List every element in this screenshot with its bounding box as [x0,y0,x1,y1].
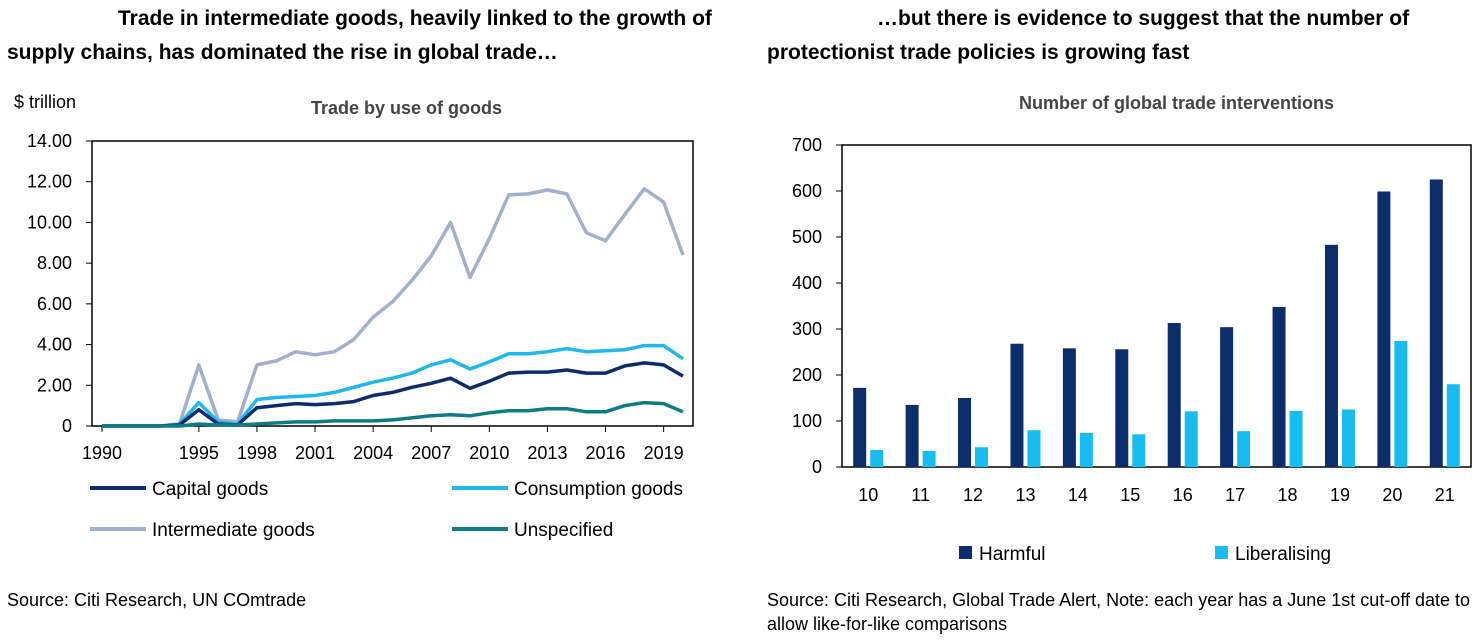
left-heading-line1: Trade in intermediate goods, heavily lin… [118,7,712,30]
bar-liberalising [1289,410,1303,467]
x-tick-label: 2019 [644,443,684,463]
bar-y-tick-label: 300 [792,319,822,339]
legend-label-consumption-goods: Consumption goods [514,479,683,500]
left-heading-line2: supply chains, has dominated the rise in… [7,41,558,64]
y-tick-label: 2.00 [37,375,72,395]
bar-chart-frame [841,144,1472,468]
legend-label-capital-goods: Capital goods [152,479,268,500]
bar-y-tick-label: 400 [792,273,822,293]
bar-x-tick-label: 19 [1330,485,1350,505]
series-line-unspecified [102,400,684,428]
x-tick-label: 1998 [237,443,277,463]
bar-x-tick-label: 12 [963,485,983,505]
legend-swatch-harmful [959,546,972,559]
legend-label-intermediate-goods: Intermediate goods [152,520,315,541]
x-tick-label: 1990 [82,443,122,463]
bar-harmful [958,398,972,467]
bar-liberalising [1394,340,1408,467]
line-chart-title: Trade by use of goods [311,98,503,118]
x-tick-label: 2004 [353,443,393,463]
bar-x-tick-label: 16 [1173,485,1193,505]
x-tick-label: 2013 [527,443,567,463]
y-tick-label: 12.00 [27,172,72,192]
bar-y-tick-label: 100 [792,411,822,431]
legend-swatch-liberalising [1215,546,1228,559]
y-tick-label: 14.00 [27,131,72,151]
series-line-intermediate-goods [102,187,685,428]
bar-x-tick-label: 17 [1225,485,1245,505]
bar-harmful [1429,179,1443,467]
bar-harmful [905,404,919,467]
bar-harmful [1220,327,1234,467]
y-axis-unit-label: $ trillion [14,92,77,112]
bar-x-tick-label: 10 [858,485,878,505]
bar-y-tick-label: 0 [812,457,822,477]
bar-liberalising [870,449,884,467]
bar-liberalising [975,447,989,467]
line-chart-frame [91,140,694,427]
series-line-capital-goods [102,361,684,428]
y-tick-label: 8.00 [37,253,72,273]
x-tick-label: 2016 [586,443,626,463]
bar-harmful [1062,348,1076,467]
legend-label-unspecified: Unspecified [514,520,613,541]
series-line-consumption-goods [102,343,684,428]
y-tick-label: 0 [62,416,72,436]
bar-liberalising [1184,411,1198,467]
bar-x-tick-label: 18 [1278,485,1298,505]
bar-harmful [1010,343,1024,467]
bar-harmful [1115,349,1129,467]
right-heading-line2: protectionist trade policies is growing … [767,41,1190,64]
bar-y-tick-label: 600 [792,181,822,201]
bar-harmful [1324,244,1338,467]
y-tick-label: 4.00 [37,335,72,355]
x-tick-label: 2007 [411,443,451,463]
bar-liberalising [1237,431,1251,467]
legend-label-liberalising: Liberalising [1235,544,1331,565]
bar-x-tick-label: 14 [1068,485,1088,505]
bar-y-tick-label: 200 [792,365,822,385]
bar-harmful [853,387,867,467]
bar-y-tick-label: 500 [792,227,822,247]
legend-label-harmful: Harmful [979,544,1046,565]
bar-x-tick-label: 20 [1382,485,1402,505]
x-tick-label: 2010 [469,443,509,463]
bar-x-tick-label: 11 [911,485,930,505]
bar-x-tick-label: 21 [1435,485,1455,505]
bar-harmful [1377,191,1391,467]
y-tick-label: 6.00 [37,294,72,314]
right-source-note: Source: Citi Research, Global Trade Aler… [767,590,1471,634]
left-source-note: Source: Citi Research, UN COmtrade [7,590,307,610]
x-tick-label: 1995 [179,443,219,463]
y-tick-label: 10.00 [27,212,72,232]
x-tick-label: 2001 [295,443,335,463]
bar-liberalising [1132,434,1146,467]
bar-liberalising [1341,409,1355,467]
bar-x-tick-label: 13 [1015,485,1035,505]
bar-y-tick-label: 700 [792,135,822,155]
bar-harmful [1167,323,1181,467]
bar-x-tick-label: 15 [1120,485,1140,505]
bar-chart-title: Number of global trade interventions [1019,93,1335,113]
bar-liberalising [922,450,936,467]
right-heading-line1: …but there is evidence to suggest that t… [877,7,1410,30]
bar-liberalising [1446,384,1460,467]
bar-liberalising [1027,430,1041,467]
bar-liberalising [1079,432,1093,467]
bar-harmful [1272,306,1286,467]
